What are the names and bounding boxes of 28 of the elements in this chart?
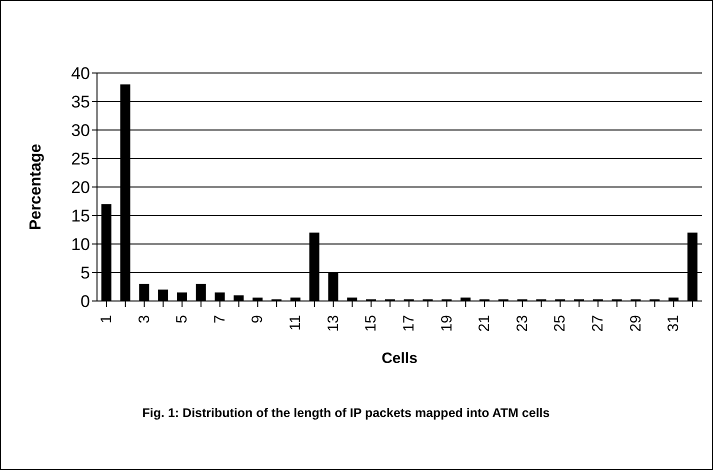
y-tick-label: 5 [80,264,90,283]
caption: Fig. 1: Distribution of the length of IP packets mapped into ATM cells [141,406,551,420]
y-tick-label: 35 [71,92,90,112]
y-tick-label: 30 [71,121,90,140]
x-tick-label: 13 [324,315,342,332]
y-tick-label: 10 [71,235,90,254]
y-tick-label: 25 [71,150,90,169]
x-tick-label: 27 [590,315,607,332]
x-tick-label: 15 [362,315,380,332]
x-tick-label: 19 [438,315,456,332]
x-tick-label: 1 [98,315,115,324]
x-tick-label: 23 [514,315,531,332]
x-tick-label: 31 [665,315,682,332]
x-tick-label: 5 [174,315,191,324]
x-tick-label: 21 [476,315,494,332]
y-axis-title: Percentage [28,144,45,230]
x-tick-label: 25 [552,315,569,332]
y-tick-label: 20 [71,178,90,198]
x-axis-title: Cells [382,350,418,367]
y-tick-label: 40 [71,64,90,84]
x-tick-label: 17 [400,315,418,332]
x-tick-label: 7 [211,315,228,324]
x-tick-label: 3 [136,315,153,324]
x-tick-label: 11 [287,315,304,331]
y-tick-label: 15 [71,206,90,226]
x-tick-label: 9 [249,315,266,324]
x-tick-label: 29 [627,315,644,332]
y-tick-label: 0 [80,292,90,312]
